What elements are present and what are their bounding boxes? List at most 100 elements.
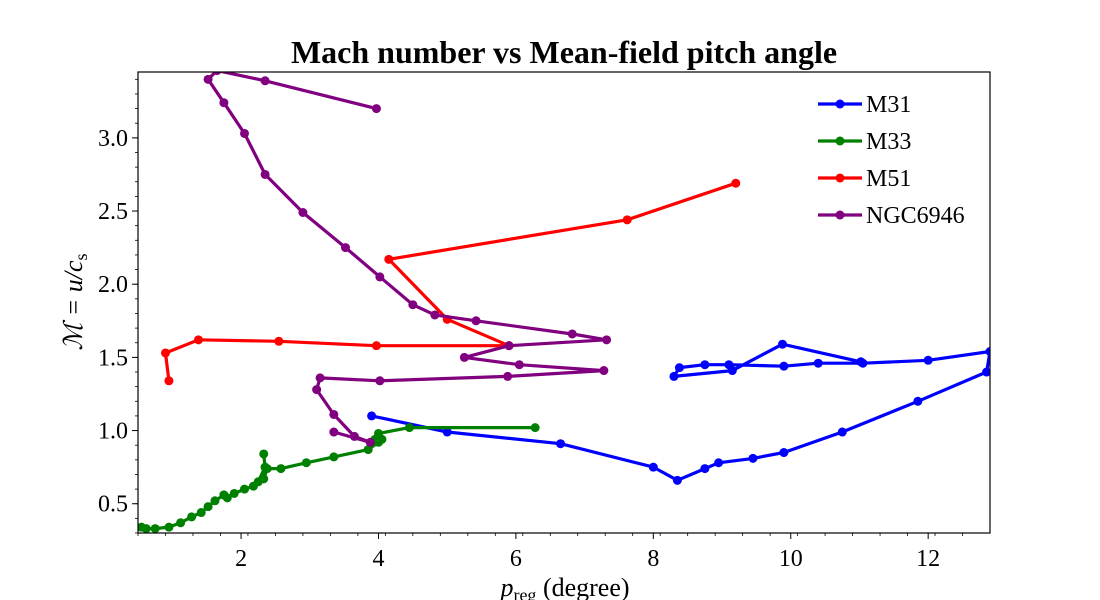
legend-marker-m31 xyxy=(835,99,845,109)
x-axis-label: preg (degree) xyxy=(498,573,629,600)
data-point-ngc6946 xyxy=(567,329,577,339)
chart-title: Mach number vs Mean-field pitch angle xyxy=(291,34,837,70)
data-point-m33 xyxy=(530,423,540,433)
data-point-ngc6946 xyxy=(260,76,270,86)
plot-frame xyxy=(137,71,991,534)
y-tick-label: 3.0 xyxy=(98,126,128,152)
data-point-m51 xyxy=(193,335,203,345)
y-tick-label: 1.5 xyxy=(98,345,128,371)
data-point-m33 xyxy=(301,458,311,468)
data-point-ngc6946 xyxy=(312,385,322,395)
data-point-m31 xyxy=(985,347,990,357)
data-point-ngc6946 xyxy=(329,427,339,437)
legend-marker-ngc6946 xyxy=(835,210,845,220)
data-point-ngc6946 xyxy=(459,352,469,362)
data-point-ngc6946 xyxy=(240,128,249,138)
data-point-m31 xyxy=(856,357,866,367)
plot-area xyxy=(138,72,990,533)
data-point-m33 xyxy=(138,522,146,532)
legend-marker-m33 xyxy=(835,136,845,146)
data-point-m31 xyxy=(727,366,737,376)
y-axis-label-part1: ℳ = u/c xyxy=(59,260,88,351)
data-point-m31 xyxy=(648,462,658,472)
data-point-m31 xyxy=(748,453,758,463)
data-point-ngc6946 xyxy=(514,360,524,370)
data-point-m51 xyxy=(622,215,632,225)
data-point-m33 xyxy=(219,490,229,500)
data-point-m33 xyxy=(248,481,258,491)
data-point-m31 xyxy=(367,411,377,421)
data-point-m51 xyxy=(731,178,741,188)
data-point-ngc6946 xyxy=(349,431,359,441)
data-point-m33 xyxy=(259,449,269,459)
x-tick-label: 10 xyxy=(779,546,803,572)
data-point-m33 xyxy=(203,502,213,512)
data-point-m51 xyxy=(371,341,381,351)
data-point-ngc6946 xyxy=(371,104,381,114)
data-point-m51 xyxy=(384,254,394,264)
data-point-m51 xyxy=(160,348,170,358)
data-point-m33 xyxy=(176,518,186,528)
data-point-m51 xyxy=(164,376,174,386)
legend-label-m51: M51 xyxy=(866,166,911,192)
x-axis-label-main: p xyxy=(498,573,513,600)
data-point-m33 xyxy=(363,445,373,455)
data-point-m31 xyxy=(982,367,990,377)
data-point-m33 xyxy=(276,464,286,474)
data-point-ngc6946 xyxy=(599,366,609,376)
data-point-m33 xyxy=(373,437,383,447)
legend-label-ngc6946: NGC6946 xyxy=(866,203,965,229)
x-axis-label-rest: (degree) xyxy=(536,573,629,600)
x-tick-label: 12 xyxy=(916,546,940,572)
data-point-m31 xyxy=(700,360,710,370)
data-point-m31 xyxy=(779,448,789,458)
data-point-m33 xyxy=(404,423,414,433)
data-point-ngc6946 xyxy=(504,341,514,351)
legend-marker-m51 xyxy=(835,173,845,183)
data-point-ngc6946 xyxy=(503,371,513,381)
y-tick-label: 2.0 xyxy=(98,272,128,298)
data-point-m33 xyxy=(329,452,339,462)
x-tick-label: 8 xyxy=(647,546,659,572)
x-axis-label-sub: reg xyxy=(513,585,536,600)
data-point-m33 xyxy=(150,524,160,533)
series-line-m51 xyxy=(163,181,737,381)
legend-label-m33: M33 xyxy=(866,129,911,155)
data-point-ngc6946 xyxy=(602,335,612,345)
data-point-ngc6946 xyxy=(298,207,308,217)
data-point-m31 xyxy=(779,361,789,371)
data-point-ngc6946 xyxy=(471,316,481,326)
data-point-ngc6946 xyxy=(219,98,229,108)
x-tick-label: 2 xyxy=(235,546,247,572)
data-point-m33 xyxy=(210,496,220,506)
data-point-ngc6946 xyxy=(260,169,270,179)
data-point-m31 xyxy=(442,427,452,437)
data-point-m31 xyxy=(700,464,710,474)
data-point-m31 xyxy=(913,396,923,406)
data-point-m33 xyxy=(164,522,174,532)
data-point-m31 xyxy=(837,427,847,437)
x-tick-label: 4 xyxy=(372,546,384,572)
data-point-m31 xyxy=(923,355,933,365)
y-tick-label: 1.0 xyxy=(98,419,128,445)
data-point-ngc6946 xyxy=(315,373,325,383)
x-axis: 2 4 6 8 10 12 xyxy=(137,533,963,572)
data-point-ngc6946 xyxy=(329,409,339,419)
data-point-m51 xyxy=(274,336,284,346)
y-axis: 0.5 1.0 1.5 2.0 2.5 3.0 xyxy=(98,78,138,534)
y-tick-label: 0.5 xyxy=(98,492,128,518)
data-point-ngc6946 xyxy=(212,72,222,76)
y-tick-label: 2.5 xyxy=(98,199,128,225)
data-point-m31 xyxy=(777,339,787,349)
data-point-ngc6946 xyxy=(375,272,385,282)
data-point-m31 xyxy=(714,458,724,468)
data-point-m31 xyxy=(672,475,682,485)
data-point-ngc6946 xyxy=(365,437,375,447)
data-point-m31 xyxy=(556,439,566,449)
data-point-ngc6946 xyxy=(430,310,440,320)
data-point-m33 xyxy=(229,488,239,498)
data-point-m31 xyxy=(674,363,684,373)
y-axis-label-sub: s xyxy=(71,253,91,260)
